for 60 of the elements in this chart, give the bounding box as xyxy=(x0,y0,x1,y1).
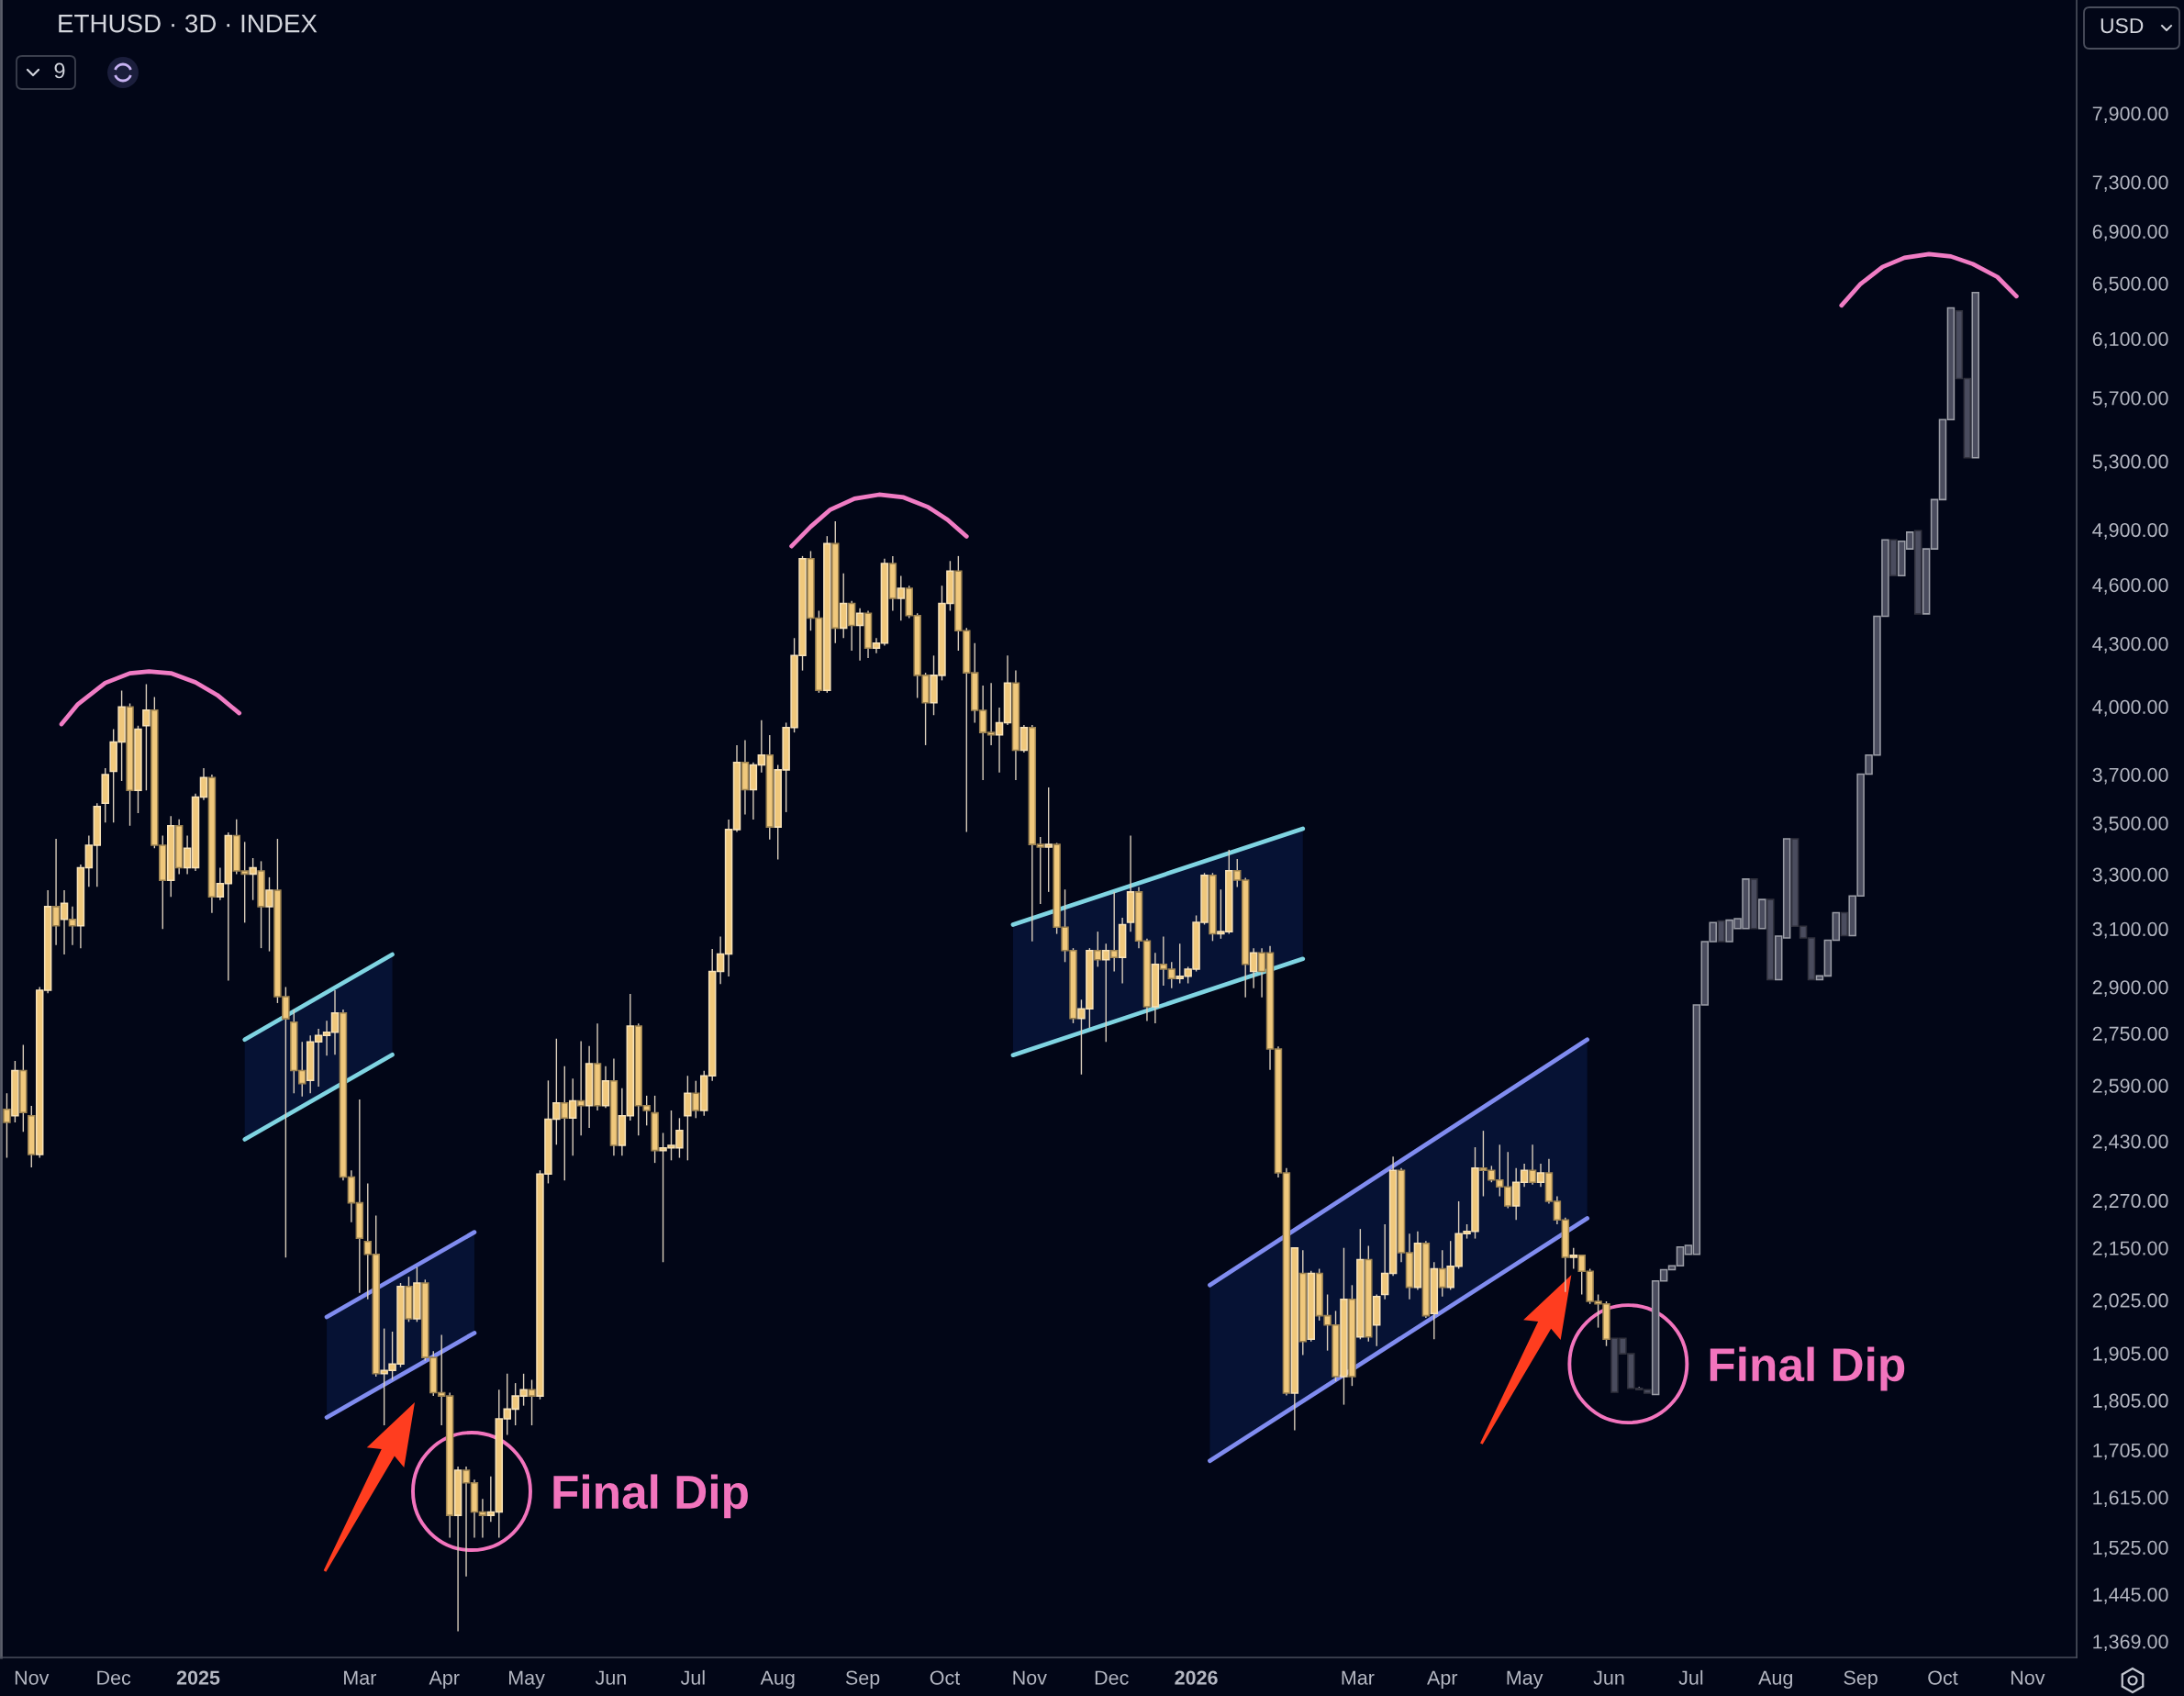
y-tick-label: 3,700.00 xyxy=(2092,767,2168,785)
y-tick-label: 2,900.00 xyxy=(2092,980,2168,997)
y-tick-label: 5,300.00 xyxy=(2092,454,2168,472)
x-tick-label: Oct xyxy=(1928,1670,1958,1685)
y-tick-label: 7,900.00 xyxy=(2092,106,2168,123)
y-tick-label: 2,270.00 xyxy=(2092,1193,2168,1211)
y-tick-label: 1,615.00 xyxy=(2093,1490,2168,1508)
x-tick-label: Oct xyxy=(930,1670,961,1685)
y-tick-label: 6,900.00 xyxy=(2092,224,2168,241)
x-tick-label: 2025 xyxy=(176,1670,220,1685)
line-series xyxy=(789,492,969,549)
annotation: Final Dip xyxy=(553,1474,748,1519)
x-tick-label: Mar xyxy=(344,1670,377,1685)
y-tick-label: 3,100.00 xyxy=(2092,921,2168,939)
line-series xyxy=(59,669,242,727)
y-tick-label: 4,600.00 xyxy=(2092,577,2168,595)
y-tick-label: 2,430.00 xyxy=(2092,1134,2168,1151)
x-tick-label: Apr xyxy=(429,1670,460,1689)
y-tick-label: 1,369.00 xyxy=(2093,1635,2168,1652)
y-tick-label: 1,905.00 xyxy=(2093,1346,2168,1364)
x-tick-label: Apr xyxy=(1427,1670,1458,1689)
x-tick-label: Nov xyxy=(15,1670,50,1685)
y-tick-label: 4,300.00 xyxy=(2092,637,2168,653)
x-tick-label: Aug xyxy=(760,1670,795,1689)
y-tick-label: 2,590.00 xyxy=(2092,1078,2168,1096)
chart-title: ETHUSD · 3D · INDEX xyxy=(59,14,318,33)
y-tick-label: 4,900.00 xyxy=(2092,522,2168,540)
annotation: 9 xyxy=(54,62,65,79)
x-tick-label: Nov xyxy=(2011,1670,2045,1685)
x-tick-label: Jul xyxy=(680,1669,705,1685)
y-tick-label: 4,000.00 xyxy=(2092,699,2168,717)
x-tick-label: Jun xyxy=(595,1670,626,1685)
y-tick-label: 1,445.00 xyxy=(2093,1587,2168,1604)
x-tick-label: Nov xyxy=(1013,1670,1047,1685)
x-tick-label: Jul xyxy=(1678,1669,1703,1685)
x-tick-label: May xyxy=(509,1670,545,1689)
y-tick-label: 3,500.00 xyxy=(2092,816,2168,833)
y-tick-label: 5,700.00 xyxy=(2092,391,2168,408)
y-tick-label: 6,100.00 xyxy=(2092,331,2168,349)
y-tick-label: 3,300.00 xyxy=(2092,867,2168,885)
y-tick-label: 7,300.00 xyxy=(2092,175,2168,193)
x-tick-label: Dec xyxy=(97,1670,131,1685)
y-tick-label: 1,805.00 xyxy=(2093,1393,2168,1411)
x-tick-label: 2026 xyxy=(1175,1670,1218,1685)
annotation: Final Dip xyxy=(1710,1346,1905,1391)
x-tick-label: Sep xyxy=(845,1670,880,1689)
x-tick-label: Dec xyxy=(1095,1670,1129,1685)
y-tick-label: 6,500.00 xyxy=(2092,276,2168,294)
x-tick-label: May xyxy=(1507,1670,1543,1689)
y-tick-label: 2,025.00 xyxy=(2092,1293,2168,1311)
y-axis-title: USD xyxy=(2100,17,2144,34)
x-tick-label: Jun xyxy=(1593,1670,1624,1685)
x-tick-label: Mar xyxy=(1342,1670,1375,1685)
line-series xyxy=(1839,251,2019,308)
y-tick-label: 2,150.00 xyxy=(2092,1241,2168,1258)
y-tick-label: 1,705.00 xyxy=(2093,1443,2168,1460)
y-tick-label: 1,525.00 xyxy=(2093,1540,2168,1557)
x-tick-label: Aug xyxy=(1758,1670,1793,1689)
x-tick-label: Sep xyxy=(1844,1670,1878,1689)
y-tick-label: 2,750.00 xyxy=(2092,1026,2168,1043)
